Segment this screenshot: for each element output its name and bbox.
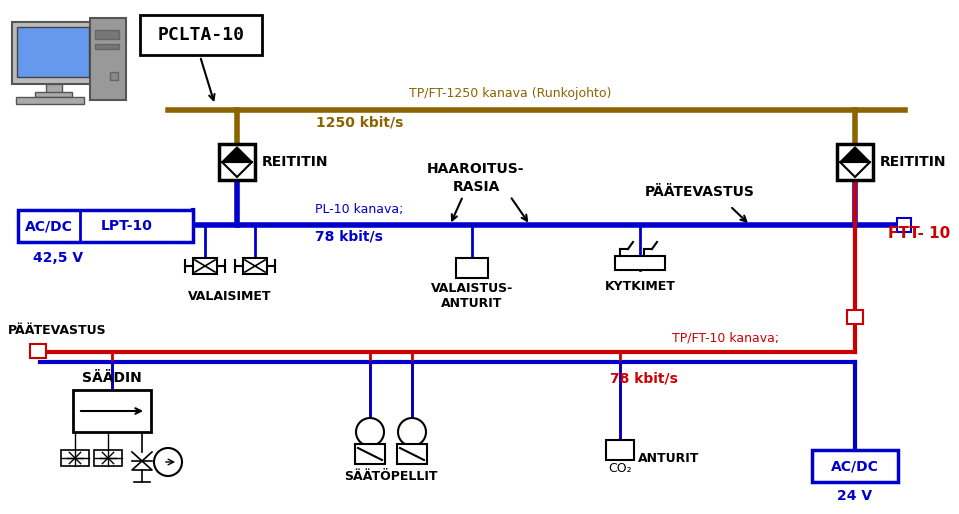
- Bar: [110, 72, 118, 80]
- Text: PÄÄTEVASTUS: PÄÄTEVASTUS: [645, 185, 755, 199]
- Bar: [812, 450, 898, 482]
- Bar: [35, 92, 72, 97]
- Text: REITITIN: REITITIN: [262, 155, 329, 169]
- Text: LPT-10: LPT-10: [101, 219, 152, 233]
- Text: REITITIN: REITITIN: [880, 155, 947, 169]
- Bar: [95, 44, 119, 49]
- Text: AC/DC: AC/DC: [25, 219, 73, 233]
- Text: HAAROITUS-
RASIA: HAAROITUS- RASIA: [428, 162, 525, 194]
- Bar: [615, 256, 665, 270]
- Bar: [606, 440, 634, 460]
- Text: VALAISTUS-
ANTURIT: VALAISTUS- ANTURIT: [431, 282, 513, 310]
- Bar: [90, 18, 126, 100]
- Text: 78 kbit/s: 78 kbit/s: [610, 371, 678, 385]
- Text: SÄÄTÖPELLIT: SÄÄTÖPELLIT: [344, 470, 437, 484]
- Text: 42,5 V: 42,5 V: [33, 251, 83, 265]
- Bar: [61, 450, 89, 466]
- Text: KYTKIMET: KYTKIMET: [604, 281, 675, 293]
- Bar: [355, 444, 385, 464]
- Text: FTT- 10: FTT- 10: [888, 226, 950, 241]
- Text: CO₂: CO₂: [608, 462, 632, 474]
- Text: TP/FT-10 kanava;: TP/FT-10 kanava;: [672, 332, 779, 344]
- Bar: [94, 450, 122, 466]
- Bar: [90, 218, 104, 232]
- Bar: [847, 310, 863, 324]
- Bar: [95, 30, 119, 39]
- Bar: [30, 344, 46, 358]
- Bar: [140, 15, 262, 55]
- Polygon shape: [222, 147, 252, 162]
- Bar: [12, 22, 94, 84]
- Text: VALAISIMET: VALAISIMET: [188, 289, 271, 303]
- Bar: [397, 444, 427, 464]
- Bar: [456, 258, 488, 278]
- Text: 24 V: 24 V: [837, 489, 873, 503]
- Bar: [46, 84, 62, 93]
- Text: PL-10 kanava;: PL-10 kanava;: [315, 204, 404, 216]
- Bar: [897, 218, 911, 232]
- Polygon shape: [840, 162, 870, 177]
- Polygon shape: [222, 162, 252, 177]
- Circle shape: [356, 418, 384, 446]
- Polygon shape: [840, 147, 870, 162]
- Bar: [837, 144, 873, 180]
- Bar: [18, 210, 193, 242]
- Text: 1250 kbit/s: 1250 kbit/s: [316, 115, 404, 129]
- Circle shape: [398, 418, 426, 446]
- Bar: [193, 258, 217, 274]
- Bar: [243, 258, 267, 274]
- Text: 78 kbit/s: 78 kbit/s: [315, 230, 383, 244]
- Text: ANTURIT: ANTURIT: [638, 451, 699, 465]
- Bar: [16, 97, 84, 104]
- Bar: [17, 27, 89, 77]
- Text: PCLTA-10: PCLTA-10: [157, 26, 245, 44]
- Text: PÄÄTEVASTUS: PÄÄTEVASTUS: [8, 323, 106, 337]
- Text: TP/FT-1250 kanava (Runkojohto): TP/FT-1250 kanava (Runkojohto): [409, 87, 611, 101]
- Text: AC/DC: AC/DC: [831, 459, 879, 473]
- Circle shape: [154, 448, 182, 476]
- Bar: [73, 390, 151, 432]
- Bar: [219, 144, 255, 180]
- Text: SÄÄDIN: SÄÄDIN: [82, 371, 142, 385]
